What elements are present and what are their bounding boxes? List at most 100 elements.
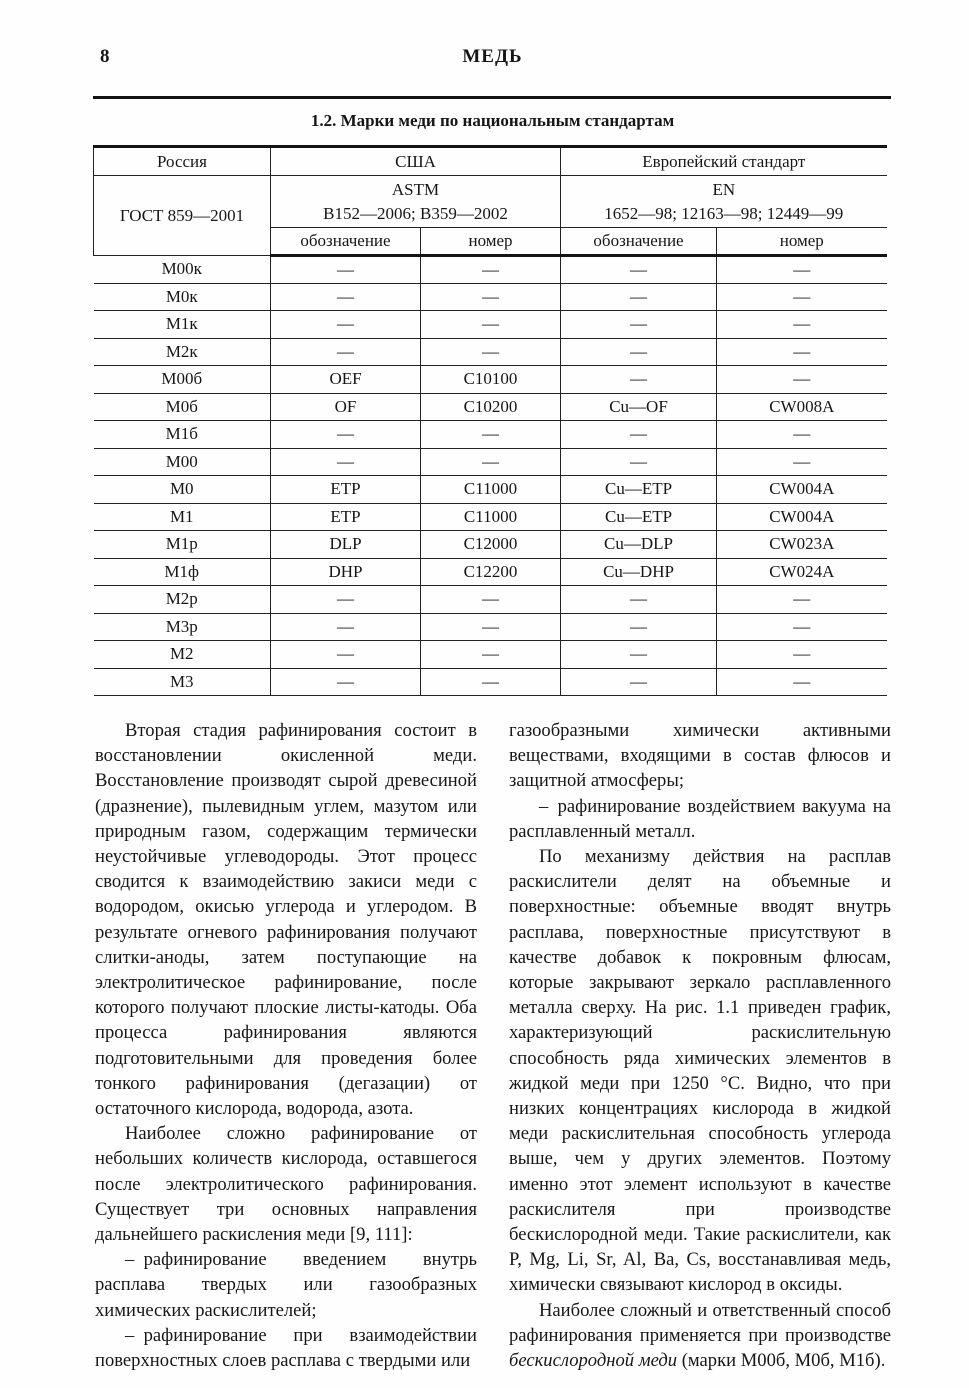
table-row: М00б OEF C10100 — — xyxy=(93,365,887,394)
eu-number-cell: — xyxy=(716,585,887,614)
right-text-column: газообразными химически активными вещест… xyxy=(509,718,891,1373)
paragraph-text: Наиболее сложный и ответственный способ … xyxy=(509,1299,891,1346)
eu-designation-cell: — xyxy=(560,420,717,449)
usa-designation-cell: — xyxy=(270,338,421,366)
standards-table: Россия США Европейский стандарт ГОСТ 859… xyxy=(93,145,887,696)
grade-cell: М0б xyxy=(93,393,271,421)
usa-number-cell: — xyxy=(419,420,561,449)
eu-designation-cell: — xyxy=(560,640,717,669)
grade-cell: М2 xyxy=(93,640,271,669)
grade-cell: М1ф xyxy=(93,558,271,586)
table-row: М0к — — — — xyxy=(93,283,887,311)
eu-designation-cell: — xyxy=(560,255,717,284)
eu-designation-cell: — xyxy=(560,338,717,366)
body-text: Вторая стадия рафинирования состоит в во… xyxy=(95,718,891,1373)
table-header: Россия США Европейский стандарт ГОСТ 859… xyxy=(93,145,887,257)
usa-designation-cell: — xyxy=(270,585,421,614)
usa-designation-cell: ETP xyxy=(270,503,421,531)
usa-number-cell: — xyxy=(419,283,561,311)
usa-number-cell: C10200 xyxy=(419,393,561,421)
grade-cell: М0 xyxy=(93,475,271,504)
grade-cell: М00б xyxy=(93,365,271,394)
eu-designation-cell: Cu—DLP xyxy=(560,530,717,559)
paragraph: Вторая стадия рафинирования состоит в во… xyxy=(95,720,477,1120)
header-astm-standard: ASTM B152—2006; B359—2002 xyxy=(269,175,561,228)
table-row: М0б OF C10200 Cu—OF CW008A xyxy=(93,393,887,421)
paragraph: Наиболее сложный и ответственный способ … xyxy=(509,1298,891,1374)
eu-number-cell: CW023A xyxy=(716,530,887,559)
usa-designation-cell: — xyxy=(270,283,421,311)
eu-designation-cell: — xyxy=(560,365,717,394)
table-row: М1р DLP C12000 Cu—DLP CW023A xyxy=(93,530,887,559)
en-label: EN xyxy=(712,179,736,199)
eu-designation-cell: — xyxy=(560,585,717,614)
usa-designation-cell: ETP xyxy=(270,475,421,504)
usa-designation-cell: — xyxy=(270,448,421,476)
usa-designation-cell: DLP xyxy=(270,530,421,559)
usa-number-cell: C12200 xyxy=(419,558,561,586)
table-row: М00 — — — — xyxy=(93,448,887,476)
grade-cell: М2р xyxy=(93,585,271,614)
usa-number-cell: — xyxy=(419,613,561,641)
table-row: М1б — — — — xyxy=(93,420,887,449)
subheader-usa-number: номер xyxy=(419,227,561,257)
table-row: М3р — — — — xyxy=(93,613,887,641)
table-title: 1.2. Марки меди по национальным стандарт… xyxy=(310,111,675,130)
header-en-standard: EN 1652—98; 12163—98; 12449—99 xyxy=(560,175,887,228)
usa-number-cell: — xyxy=(419,448,561,476)
grade-cell: М1к xyxy=(93,310,271,339)
usa-number-cell: C11000 xyxy=(419,503,561,531)
subheader-eu-number: номер xyxy=(716,227,887,257)
eu-designation-cell: — xyxy=(560,613,717,641)
usa-designation-cell: — xyxy=(270,255,421,284)
astm-numbers: B152—2006; B359—2002 xyxy=(323,203,508,223)
eu-designation-cell: Cu—DHP xyxy=(560,558,717,586)
eu-number-cell: — xyxy=(716,668,887,696)
paragraph: Наиболее сложно рафинирование от небольш… xyxy=(95,1123,477,1246)
table-row: М2р — — — — xyxy=(93,585,887,614)
table-body: М00к — — — — М0к — — — — М1к — — — — М xyxy=(93,255,887,696)
eu-designation-cell: — xyxy=(560,448,717,476)
usa-number-cell: C10100 xyxy=(419,365,561,394)
subheader-usa-designation: обозначение xyxy=(270,227,421,257)
eu-designation-cell: — xyxy=(560,310,717,339)
eu-designation-cell: Cu—ETP xyxy=(560,475,717,504)
table-header-row-standards: ГОСТ 859—2001 ASTM B152—2006; B359—2002 … xyxy=(93,175,887,256)
usa-designation-cell: — xyxy=(270,640,421,669)
eu-number-cell: — xyxy=(716,420,887,449)
usa-number-cell: — xyxy=(419,668,561,696)
running-title: МЕДЬ xyxy=(462,46,523,67)
subheader-eu-designation: обозначение xyxy=(560,227,717,257)
eu-designation-cell: — xyxy=(560,668,717,696)
eu-number-cell: — xyxy=(716,283,887,311)
grade-cell: М00к xyxy=(93,255,271,284)
eu-number-cell: — xyxy=(716,365,887,394)
page-number: 8 xyxy=(100,46,110,67)
table-row: М2к — — — — xyxy=(93,338,887,366)
eu-number-cell: CW008A xyxy=(716,393,887,421)
eu-designation-cell: Cu—OF xyxy=(560,393,717,421)
grade-cell: М1б xyxy=(93,420,271,449)
usa-designation-cell: OF xyxy=(270,393,421,421)
eu-number-cell: CW004A xyxy=(716,475,887,504)
usa-designation-cell: — xyxy=(270,310,421,339)
list-item-dash: – рафинирование введением внутрь расплав… xyxy=(95,1249,477,1321)
eu-number-cell: — xyxy=(716,338,887,366)
eu-number-cell: — xyxy=(716,613,887,641)
grade-cell: М0к xyxy=(93,283,271,311)
usa-number-cell: C12000 xyxy=(419,530,561,559)
table-row: М00к — — — — xyxy=(93,255,887,284)
paragraph: По механизму действия на расплав раскисл… xyxy=(509,846,891,1296)
eu-number-cell: — xyxy=(716,640,887,669)
usa-number-cell: — xyxy=(419,310,561,339)
table-row: М3 — — — — xyxy=(93,668,887,696)
usa-number-cell: — xyxy=(419,338,561,366)
usa-designation-cell: OEF xyxy=(270,365,421,394)
table-row: М2 — — — — xyxy=(93,640,887,669)
eu-number-cell: CW024A xyxy=(716,558,887,586)
eu-number-cell: — xyxy=(716,448,887,476)
en-numbers: 1652—98; 12163—98; 12449—99 xyxy=(604,203,844,223)
paragraph-text: (марки М00б, М0б, М1б). xyxy=(677,1350,886,1372)
header-russia: Россия xyxy=(93,145,271,176)
